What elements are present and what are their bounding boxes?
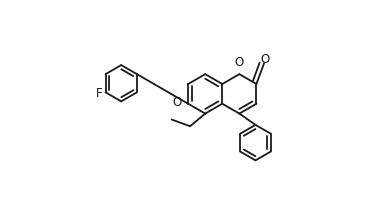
Text: O: O (260, 53, 270, 66)
Text: O: O (235, 56, 244, 69)
Text: O: O (172, 96, 182, 109)
Text: F: F (96, 87, 102, 100)
